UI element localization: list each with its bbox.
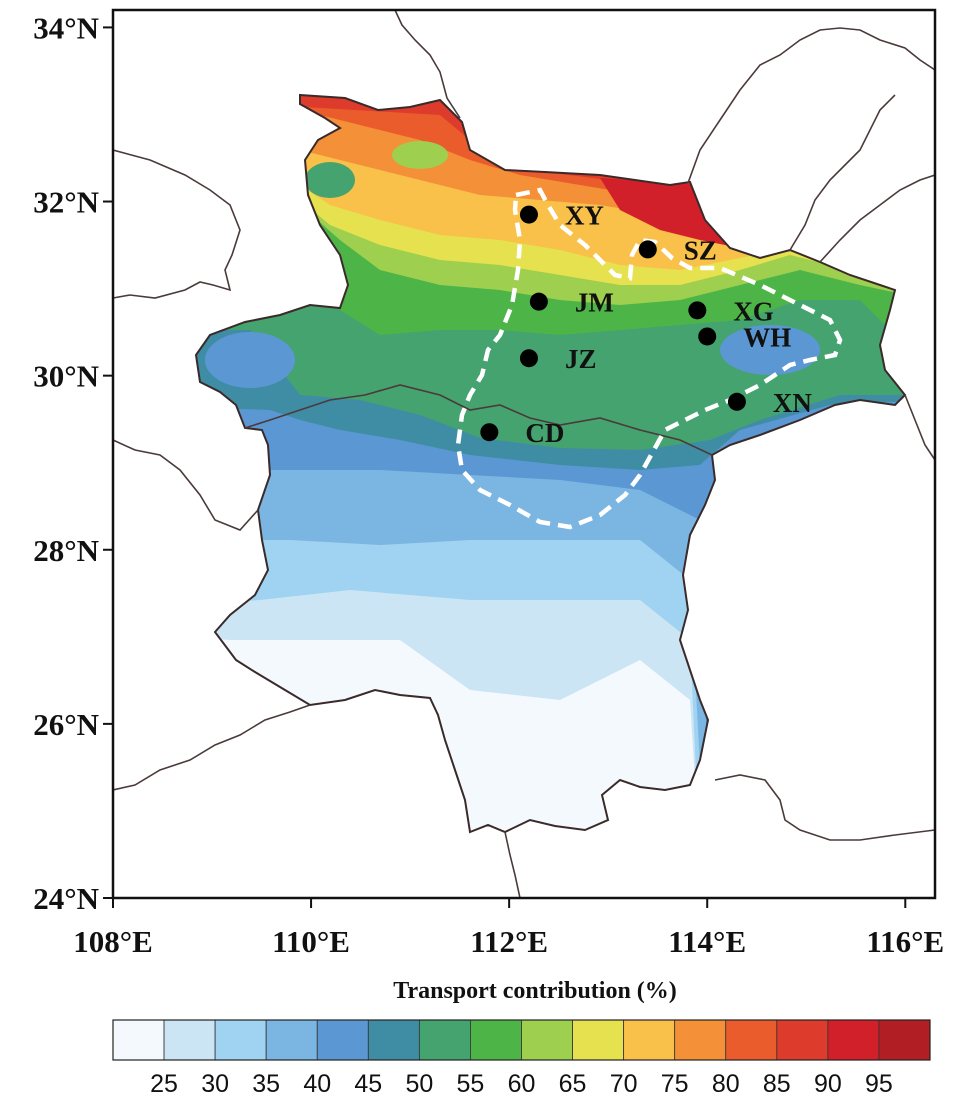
boundary-east [789,94,896,251]
colorbar-swatch [521,1019,573,1061]
x-tick-label: 112°E [470,924,548,959]
axis-labels: 108°E 110°E 112°E 114°E 116°E 24°N 26°N 28°N 30°… [33,10,944,959]
colorbar-tick-label: 80 [712,1070,740,1098]
colorbar-tick-label: 50 [405,1070,433,1098]
colorbar-tick-label: 25 [150,1070,178,1098]
x-tick-label: 108°E [73,924,153,959]
colorbar-tick-label: 30 [201,1070,229,1098]
y-tick-label: 30°N [33,359,99,394]
colorbar-swatch [367,1019,420,1061]
field-patch-north [392,141,448,169]
colorbar-swatch [878,1019,931,1061]
axis-ticks [103,26,907,908]
x-tick-label: 116°E [866,924,944,959]
colorbar-swatch [623,1019,676,1061]
x-tick-label: 114°E [668,924,746,959]
station-marker-wh [698,327,717,346]
station-marker-sz [638,240,657,259]
colorbar-tick-label: 70 [610,1070,638,1098]
boundary-far-east [904,394,935,461]
station-label-xy: XY [565,201,604,231]
y-tick-label: 34°N [33,10,99,45]
boundary-southeast [714,774,935,841]
colorbar-swatch [776,1019,829,1061]
colorbar-tick-label: 60 [508,1070,536,1098]
colorbar-swatch [163,1019,216,1061]
colorbar-swatch [725,1019,778,1061]
station-label-xg: XG [733,296,774,326]
colorbar-swatch [418,1019,471,1061]
colorbar-tick-label: 90 [814,1070,842,1098]
station-marker-xg [688,301,707,320]
station-marker-jz [519,349,538,368]
station-marker-xn [727,392,746,411]
colorbar-swatch [827,1019,880,1061]
colorbar-border [112,1019,931,1061]
colorbar-tick-label: 40 [303,1070,331,1098]
station-label-jm: JM [575,288,614,318]
y-tick-label: 24°N [33,881,99,916]
boundary-east-ne [819,174,935,263]
station-label-cd: CD [525,418,564,448]
colorbar-swatch [572,1019,625,1061]
colorbar-tick-label: 65 [559,1070,587,1098]
colorbar-swatch [265,1019,318,1061]
field-patch-south [450,720,630,800]
colorbar-swatch [470,1019,522,1061]
colorbar-swatch [112,1019,165,1061]
colorbar: 25 30 35 40 45 50 55 60 65 70 75 80 85 90 95 [112,1019,931,1098]
colorbar-tick-label: 45 [354,1070,382,1098]
station-label-xn: XN [773,388,812,418]
field-patch-west [305,162,355,198]
station-label-wh: WH [743,322,791,352]
colorbar-tick-label: 35 [252,1070,280,1098]
province-boundaries [113,10,935,898]
map-frame [111,8,937,900]
boundary-northeast [687,27,935,184]
boundary-southwest [113,704,311,791]
x-tick-label: 110°E [272,924,350,959]
station-label-jz: JZ [565,344,597,374]
boundary-north [394,10,461,119]
y-tick-label: 26°N [33,707,99,742]
boundary-northwest [113,149,241,299]
y-tick-label: 28°N [33,533,99,568]
boundary-south [504,831,521,898]
colorbar-tick-label: 75 [661,1070,689,1098]
field-patch-westblue [205,332,295,388]
colorbar-title: Transport contribution (%) [393,978,677,1004]
boundary-west [113,439,259,531]
boundary-hunan-north [244,384,713,456]
y-tick-label: 32°N [33,185,99,220]
station-marker-xy [519,205,538,224]
contribution-field [196,95,905,832]
colorbar-swatch [316,1019,369,1061]
colorbar-tick-label: 95 [865,1070,893,1098]
plot-border [111,8,937,900]
colorbar-tick-label: 55 [457,1070,485,1098]
station-marker-jm [529,292,548,311]
colorbar-swatch [674,1019,727,1061]
dashed-study-region [455,187,843,530]
colorbar-tick-label: 85 [763,1070,791,1098]
field-90-95 [600,178,730,246]
colorbar-swatch [214,1019,267,1061]
station-label-sz: SZ [684,235,717,265]
station-marker-cd [480,423,499,442]
